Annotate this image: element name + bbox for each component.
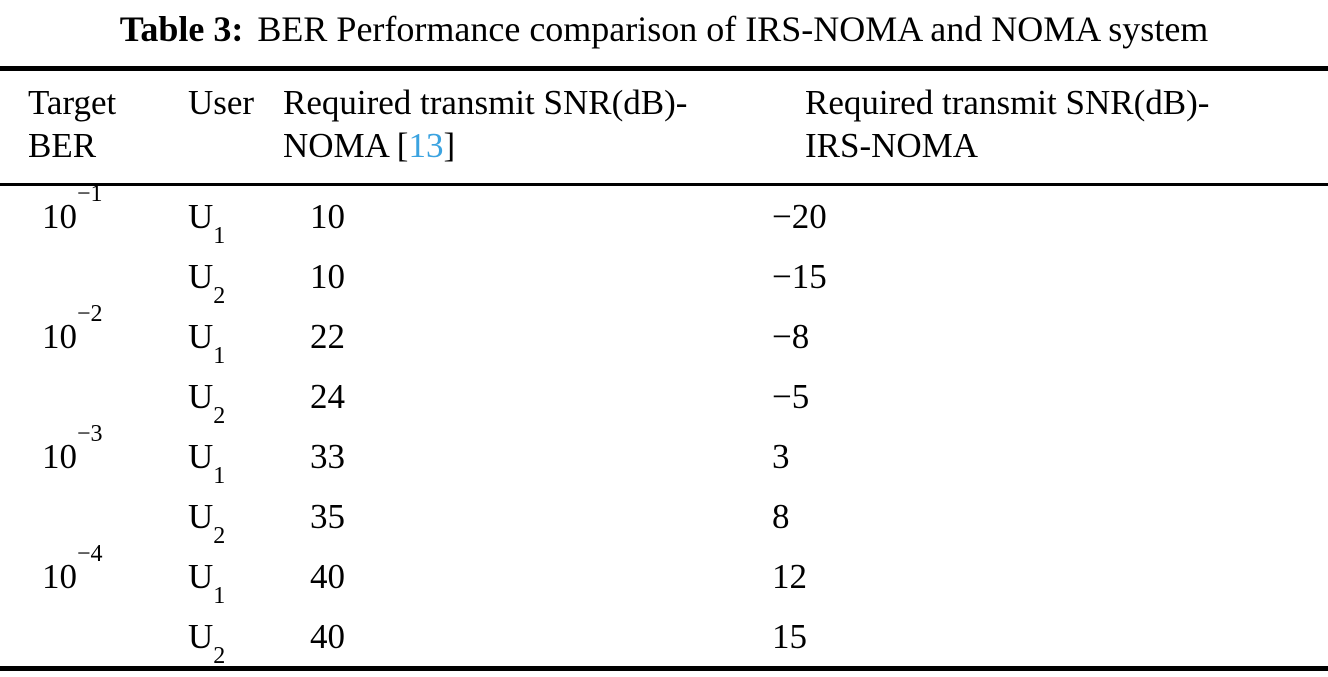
citation-bracket-close: ]: [443, 126, 456, 165]
user-cell: U2: [188, 486, 283, 549]
ber-exponent: −1: [77, 180, 103, 207]
user-cell: U2: [188, 366, 283, 429]
citation-bracket-open: [: [396, 126, 409, 165]
user-subscript: 1: [213, 462, 226, 489]
user-subscript: 1: [213, 222, 226, 249]
header-line: Required transmit SNR(dB)-: [283, 83, 688, 122]
user-symbol: U: [188, 256, 214, 296]
user-symbol: U: [188, 436, 214, 476]
header-row: Target BER User Required transmit SNR(dB…: [0, 68, 1328, 186]
target-ber-cell: [0, 246, 188, 306]
header-line: BER: [28, 126, 97, 165]
table-row: 10−4 U1 40 12: [0, 542, 1328, 609]
header-irs-noma-snr: Required transmit SNR(dB)- IRS-NOMA: [772, 68, 1328, 186]
user-symbol: U: [188, 316, 214, 356]
user-subscript: 2: [213, 282, 226, 309]
user-symbol: U: [188, 556, 214, 596]
ber-exponent: −2: [77, 300, 103, 327]
target-ber-cell: [0, 366, 188, 426]
table-row: U2 40 15: [0, 606, 1328, 669]
user-subscript: 1: [213, 582, 226, 609]
target-ber-cell: 10−4: [0, 542, 188, 606]
irs-noma-snr-cell: 15: [772, 616, 807, 656]
irs-noma-snr-cell: −20: [772, 196, 827, 236]
irs-noma-snr-cell: 8: [772, 496, 790, 536]
target-ber-cell: [0, 486, 188, 546]
user-subscript: 1: [213, 342, 226, 369]
irs-noma-snr-cell: 3: [772, 436, 790, 476]
user-symbol: U: [188, 196, 214, 236]
ber-base: 10: [42, 196, 77, 236]
noma-snr-cell: 40: [310, 616, 345, 656]
table-header: Target BER User Required transmit SNR(dB…: [0, 68, 1328, 186]
user-subscript: 2: [213, 402, 226, 429]
user-cell: U1: [188, 306, 283, 369]
header-line: NOMA [13]: [283, 124, 772, 167]
noma-snr-cell: 40: [310, 556, 345, 596]
user-symbol: U: [188, 496, 214, 536]
table-caption: Table 3: BER Performance comparison of IR…: [0, 0, 1328, 66]
noma-snr-cell: 10: [310, 196, 345, 236]
table-row: U2 10 −15: [0, 246, 1328, 309]
header-noma-label: NOMA: [283, 126, 397, 165]
table-row: 10−2 U1 22 −8: [0, 302, 1328, 369]
user-symbol: U: [188, 616, 214, 656]
user-cell: U1: [188, 546, 283, 609]
header-target-ber: Target BER: [0, 68, 188, 186]
irs-noma-snr-cell: −8: [772, 316, 810, 356]
header-line: User: [188, 83, 255, 122]
user-cell: U2: [188, 246, 283, 309]
user-cell: U2: [188, 606, 283, 669]
user-subscript: 2: [213, 522, 226, 549]
citation-link-13[interactable]: 13: [408, 126, 444, 165]
user-subscript: 2: [213, 642, 226, 669]
target-ber-cell: [0, 606, 188, 669]
target-ber-cell: 10−1: [0, 182, 188, 247]
header-line: Target: [28, 83, 117, 122]
header-noma-snr: Required transmit SNR(dB)- NOMA [13]: [283, 68, 772, 186]
table-row: 10−1 U1 10 −20: [0, 182, 1328, 249]
noma-snr-cell: 10: [310, 256, 345, 296]
noma-snr-cell: 35: [310, 496, 345, 536]
target-ber-cell: 10−3: [0, 422, 188, 486]
ber-exponent: −4: [77, 540, 103, 567]
user-cell: U1: [188, 185, 283, 249]
target-ber-cell: 10−2: [0, 302, 188, 366]
table-row: U2 24 −5: [0, 366, 1328, 429]
table-caption-label: Table 3:: [119, 9, 244, 49]
noma-snr-cell: 33: [310, 436, 345, 476]
ber-exponent: −3: [77, 420, 103, 447]
ber-base: 10: [42, 556, 77, 596]
ber-comparison-table: Target BER User Required transmit SNR(dB…: [0, 66, 1328, 671]
table-row: 10−3 U1 33 3: [0, 422, 1328, 489]
noma-snr-cell: 22: [310, 316, 345, 356]
table-row: U2 35 8: [0, 486, 1328, 549]
table-body: 10−1 U1 10 −20 U2 10 −15 10−2 U1 22 −8 U…: [0, 182, 1328, 669]
irs-noma-snr-cell: −5: [772, 376, 810, 416]
noma-snr-cell: 24: [310, 376, 345, 416]
table-caption-text: BER Performance comparison of IRS-NOMA a…: [257, 9, 1209, 49]
irs-noma-snr-cell: 12: [772, 556, 807, 596]
header-line: Required transmit SNR(dB)-: [805, 83, 1210, 122]
header-user: User: [188, 68, 283, 186]
user-symbol: U: [188, 376, 214, 416]
header-line: IRS-NOMA: [805, 126, 979, 165]
ber-base: 10: [42, 316, 77, 356]
irs-noma-snr-cell: −15: [772, 256, 827, 296]
ber-base: 10: [42, 436, 77, 476]
user-cell: U1: [188, 426, 283, 489]
